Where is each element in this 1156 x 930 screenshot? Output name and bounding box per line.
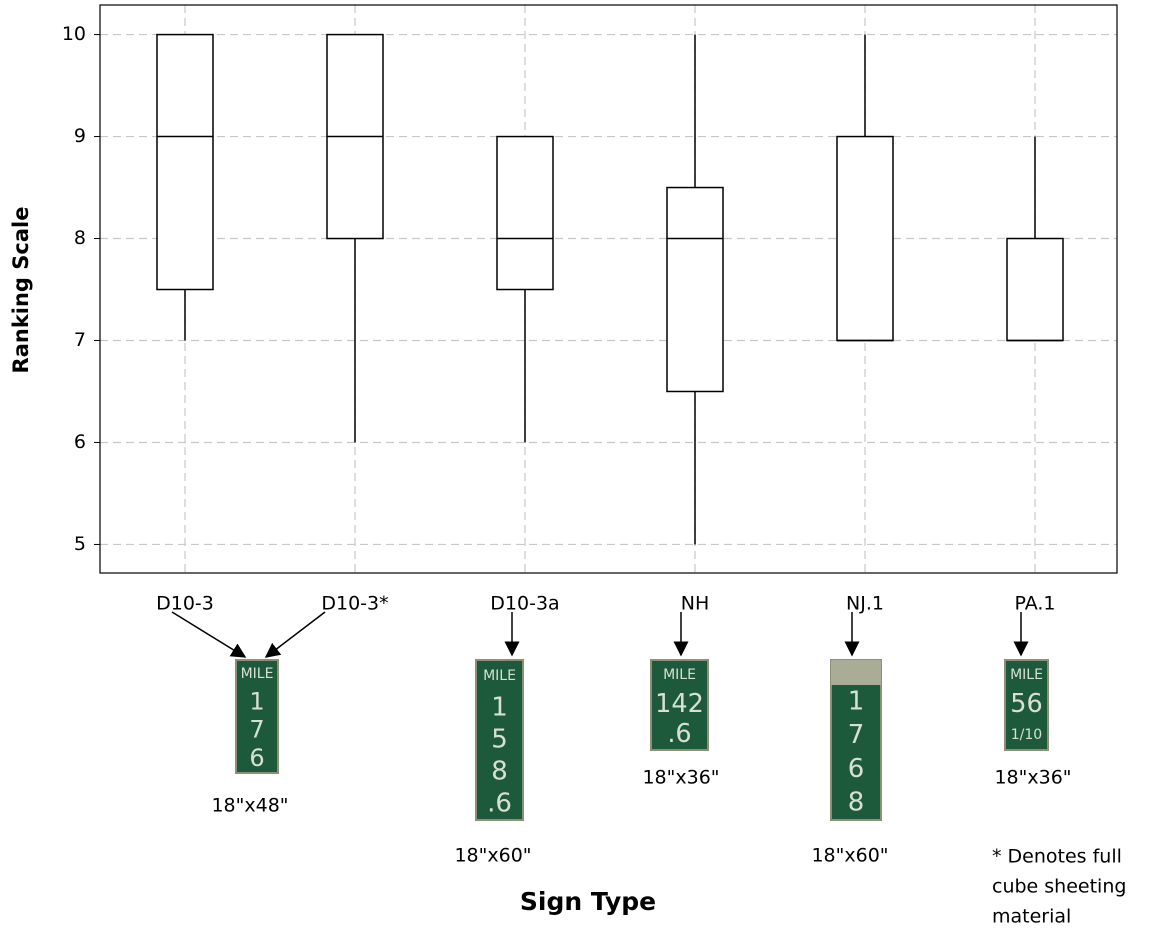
sign-size: 18"x60" [454,845,531,867]
sign-text: 8 [848,788,865,818]
sign-size: 18"x36" [994,767,1071,789]
sign-text: 6 [848,754,865,784]
footnote: cube sheeting [992,876,1126,898]
sign-text: MILE [663,667,696,683]
x-tick-label: D10-3a [490,593,559,615]
y-tick-label: 6 [74,431,86,453]
x-tick-label: PA.1 [1014,593,1055,615]
box [497,137,553,290]
sign-text: .6 [487,789,512,819]
box [667,188,723,392]
sign-text: 7 [848,720,865,750]
sign-text: MILE [241,666,274,682]
sign-text: 1 [249,687,264,715]
y-tick-label: 9 [74,125,86,147]
y-tick-label: 7 [74,329,86,351]
sign-text: 1 [491,693,508,723]
sign-text: .6 [667,719,691,749]
sign-text: 1/10 [1011,727,1042,743]
footnote: material [992,906,1071,928]
x-tick-label: D10-3* [321,593,388,615]
sign-text: 6 [249,744,264,772]
sign-size: 18"x36" [642,767,719,789]
chart: Sign Type Ranking Scale 5678910D10-3D10-… [0,0,1156,930]
x-tick-label: NH [681,593,710,615]
sign-text: 1 [848,686,865,716]
sign-size: 18"x48" [211,795,288,817]
y-tick-label: 5 [74,533,86,555]
sign-text: 56 [1010,689,1042,719]
arrow [172,612,245,657]
footnote: * Denotes full [992,846,1122,868]
box [157,35,213,290]
sign-size: 18"x60" [811,845,888,867]
sign-text: 5 [491,725,508,755]
y-tick-label: 8 [74,227,86,249]
box [1007,239,1063,341]
y-tick-label: 10 [62,23,86,45]
x-tick-label: NJ.1 [846,593,884,615]
sign-text: 142 [655,689,704,719]
sign-text: MILE [483,668,516,684]
sign-text: MILE [1010,667,1043,683]
sign-text: 7 [249,716,264,744]
x-tick-label: D10-3 [156,593,214,615]
sign-band [831,660,881,685]
arrow [266,612,325,657]
x-axis-title: Sign Type [520,887,656,916]
y-axis-title: Ranking Scale [9,207,33,374]
plot-frame [100,5,1117,573]
box [837,137,893,341]
sign-text: 8 [491,757,508,787]
